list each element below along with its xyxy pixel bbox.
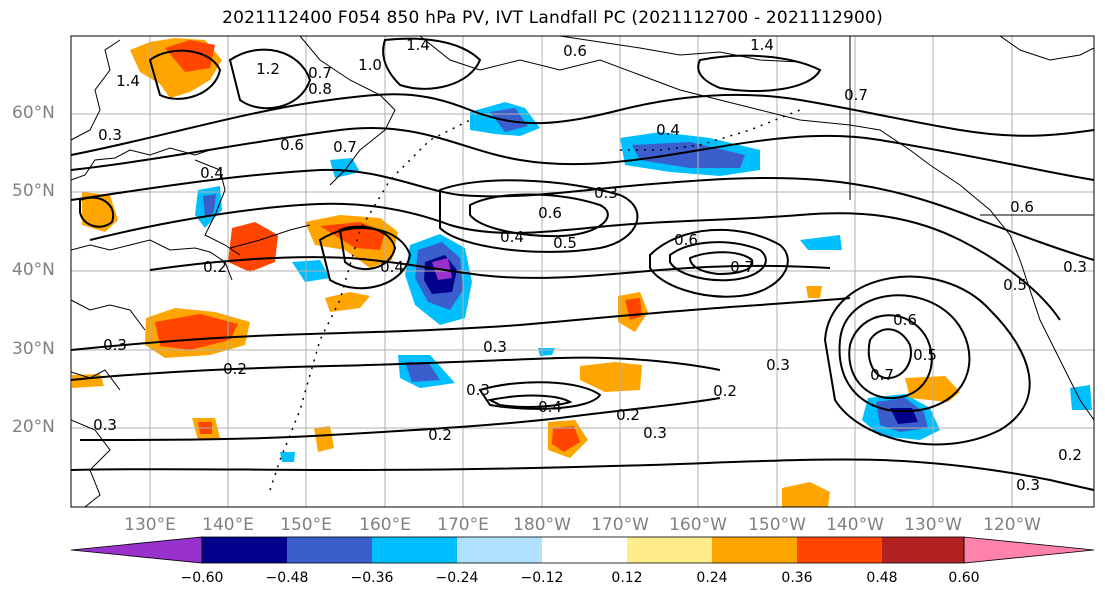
contour-label: 0.7 [333, 138, 357, 156]
contour-label: 0.3 [1016, 476, 1040, 494]
colorbar [70, 536, 1095, 564]
map-title: 2021112400 F054 850 hPa PV, IVT Landfall… [222, 8, 883, 28]
colorbar-tick: −0.24 [435, 570, 479, 586]
colorbar-tick: 0.60 [948, 570, 980, 586]
lon-label-170e: 170°E [437, 515, 489, 535]
contour-label: 0.6 [1010, 198, 1034, 216]
contour-label: 0.5 [553, 234, 577, 252]
colorbar-bin [372, 537, 457, 563]
contour-label: 0.7 [844, 86, 868, 104]
lon-label-170w: 170°W [591, 515, 649, 535]
contour-label: 0.6 [563, 42, 587, 60]
contour-label: 0.2 [428, 426, 452, 444]
colorbar-bin [797, 537, 882, 563]
lon-label-180w: 180°W [513, 515, 571, 535]
colorbar-extend-low [70, 536, 203, 564]
contour-label: 1.0 [358, 56, 382, 74]
contour-label: 0.4 [500, 228, 524, 246]
lon-label-120w: 120°W [983, 515, 1041, 535]
lon-label-150e: 150°E [280, 515, 332, 535]
pv-contours [71, 37, 1094, 491]
lon-label-160e: 160°E [359, 515, 411, 535]
colorbar-bin [457, 537, 542, 563]
contour-label: 0.7 [730, 258, 754, 276]
colorbar-bin [287, 537, 372, 563]
colorbar-extend-high [963, 536, 1095, 564]
colorbar-tick: −0.36 [350, 570, 394, 586]
storm-track [269, 109, 801, 491]
contour-label: 0.3 [93, 416, 117, 434]
colorbar-bin [542, 537, 627, 563]
colorbar-tick: −0.48 [265, 570, 309, 586]
contour-label: 0.6 [538, 204, 562, 222]
contour-label: 0.2 [616, 406, 640, 424]
colorbar-tick: 0.24 [696, 570, 728, 586]
lat-label-40n: 40°N [12, 260, 55, 280]
lon-label-160w: 160°W [669, 515, 727, 535]
plot-frame [70, 35, 1095, 508]
contour-label: 0.3 [98, 126, 122, 144]
lat-label-60n: 60°N [12, 103, 55, 123]
contour-label: 0.3 [466, 381, 490, 399]
contour-label: 0.3 [1063, 258, 1087, 276]
colorbar-bin [627, 537, 712, 563]
contour-label: 0.7 [870, 366, 894, 384]
contour-label: 0.3 [643, 424, 667, 442]
lon-label-140e: 140°E [202, 515, 254, 535]
contour-label: 1.4 [750, 36, 774, 54]
contour-label: 0.8 [308, 80, 332, 98]
colorbar-tick: −0.60 [180, 570, 224, 586]
contour-label: 0.4 [538, 398, 562, 416]
contour-label: 0.2 [203, 258, 227, 276]
lon-label-130w: 130°W [904, 515, 962, 535]
contour-label: 0.3 [594, 184, 618, 202]
contour-label: 0.4 [380, 258, 404, 276]
contour-label: 0.6 [674, 231, 698, 249]
contour-label: 0.4 [656, 121, 680, 139]
contour-label: 0.2 [713, 382, 737, 400]
colorbar-tick: 0.12 [611, 570, 643, 586]
contour-label: 0.2 [1058, 446, 1082, 464]
lon-label-140w: 140°W [826, 515, 884, 535]
colorbar-bin [712, 537, 797, 563]
lon-label-130e: 130°E [124, 515, 176, 535]
contour-label: 0.5 [1003, 276, 1027, 294]
colorbar-tick: 0.48 [866, 570, 898, 586]
contour-label: 0.6 [280, 136, 304, 154]
colorbar-tick: −0.12 [520, 570, 564, 586]
contour-label: 0.3 [483, 338, 507, 356]
contour-label: 0.6 [893, 311, 917, 329]
contour-label: 0.4 [200, 164, 224, 182]
contour-label: 0.3 [766, 356, 790, 374]
colorbar-bin [202, 537, 287, 563]
contour-label: 0.3 [103, 336, 127, 354]
contour-label: 0.5 [913, 346, 937, 364]
contour-label: 1.4 [116, 72, 140, 90]
contour-label: 1.4 [406, 36, 430, 54]
lat-label-20n: 20°N [12, 417, 55, 437]
contour-label: 0.2 [223, 360, 247, 378]
contour-label: 0.7 [308, 64, 332, 82]
colorbar-bin [882, 537, 964, 563]
lon-label-150w: 150°W [748, 515, 806, 535]
colorbar-frame [201, 536, 965, 564]
lat-label-30n: 30°N [12, 339, 55, 359]
contour-label: 1.2 [256, 60, 280, 78]
lat-label-50n: 50°N [12, 181, 55, 201]
colorbar-tick: 0.36 [781, 570, 813, 586]
contour-labels: 1.4 1.2 0.7 0.8 1.0 1.4 0.6 1.4 0.7 0.4 … [93, 36, 1087, 494]
